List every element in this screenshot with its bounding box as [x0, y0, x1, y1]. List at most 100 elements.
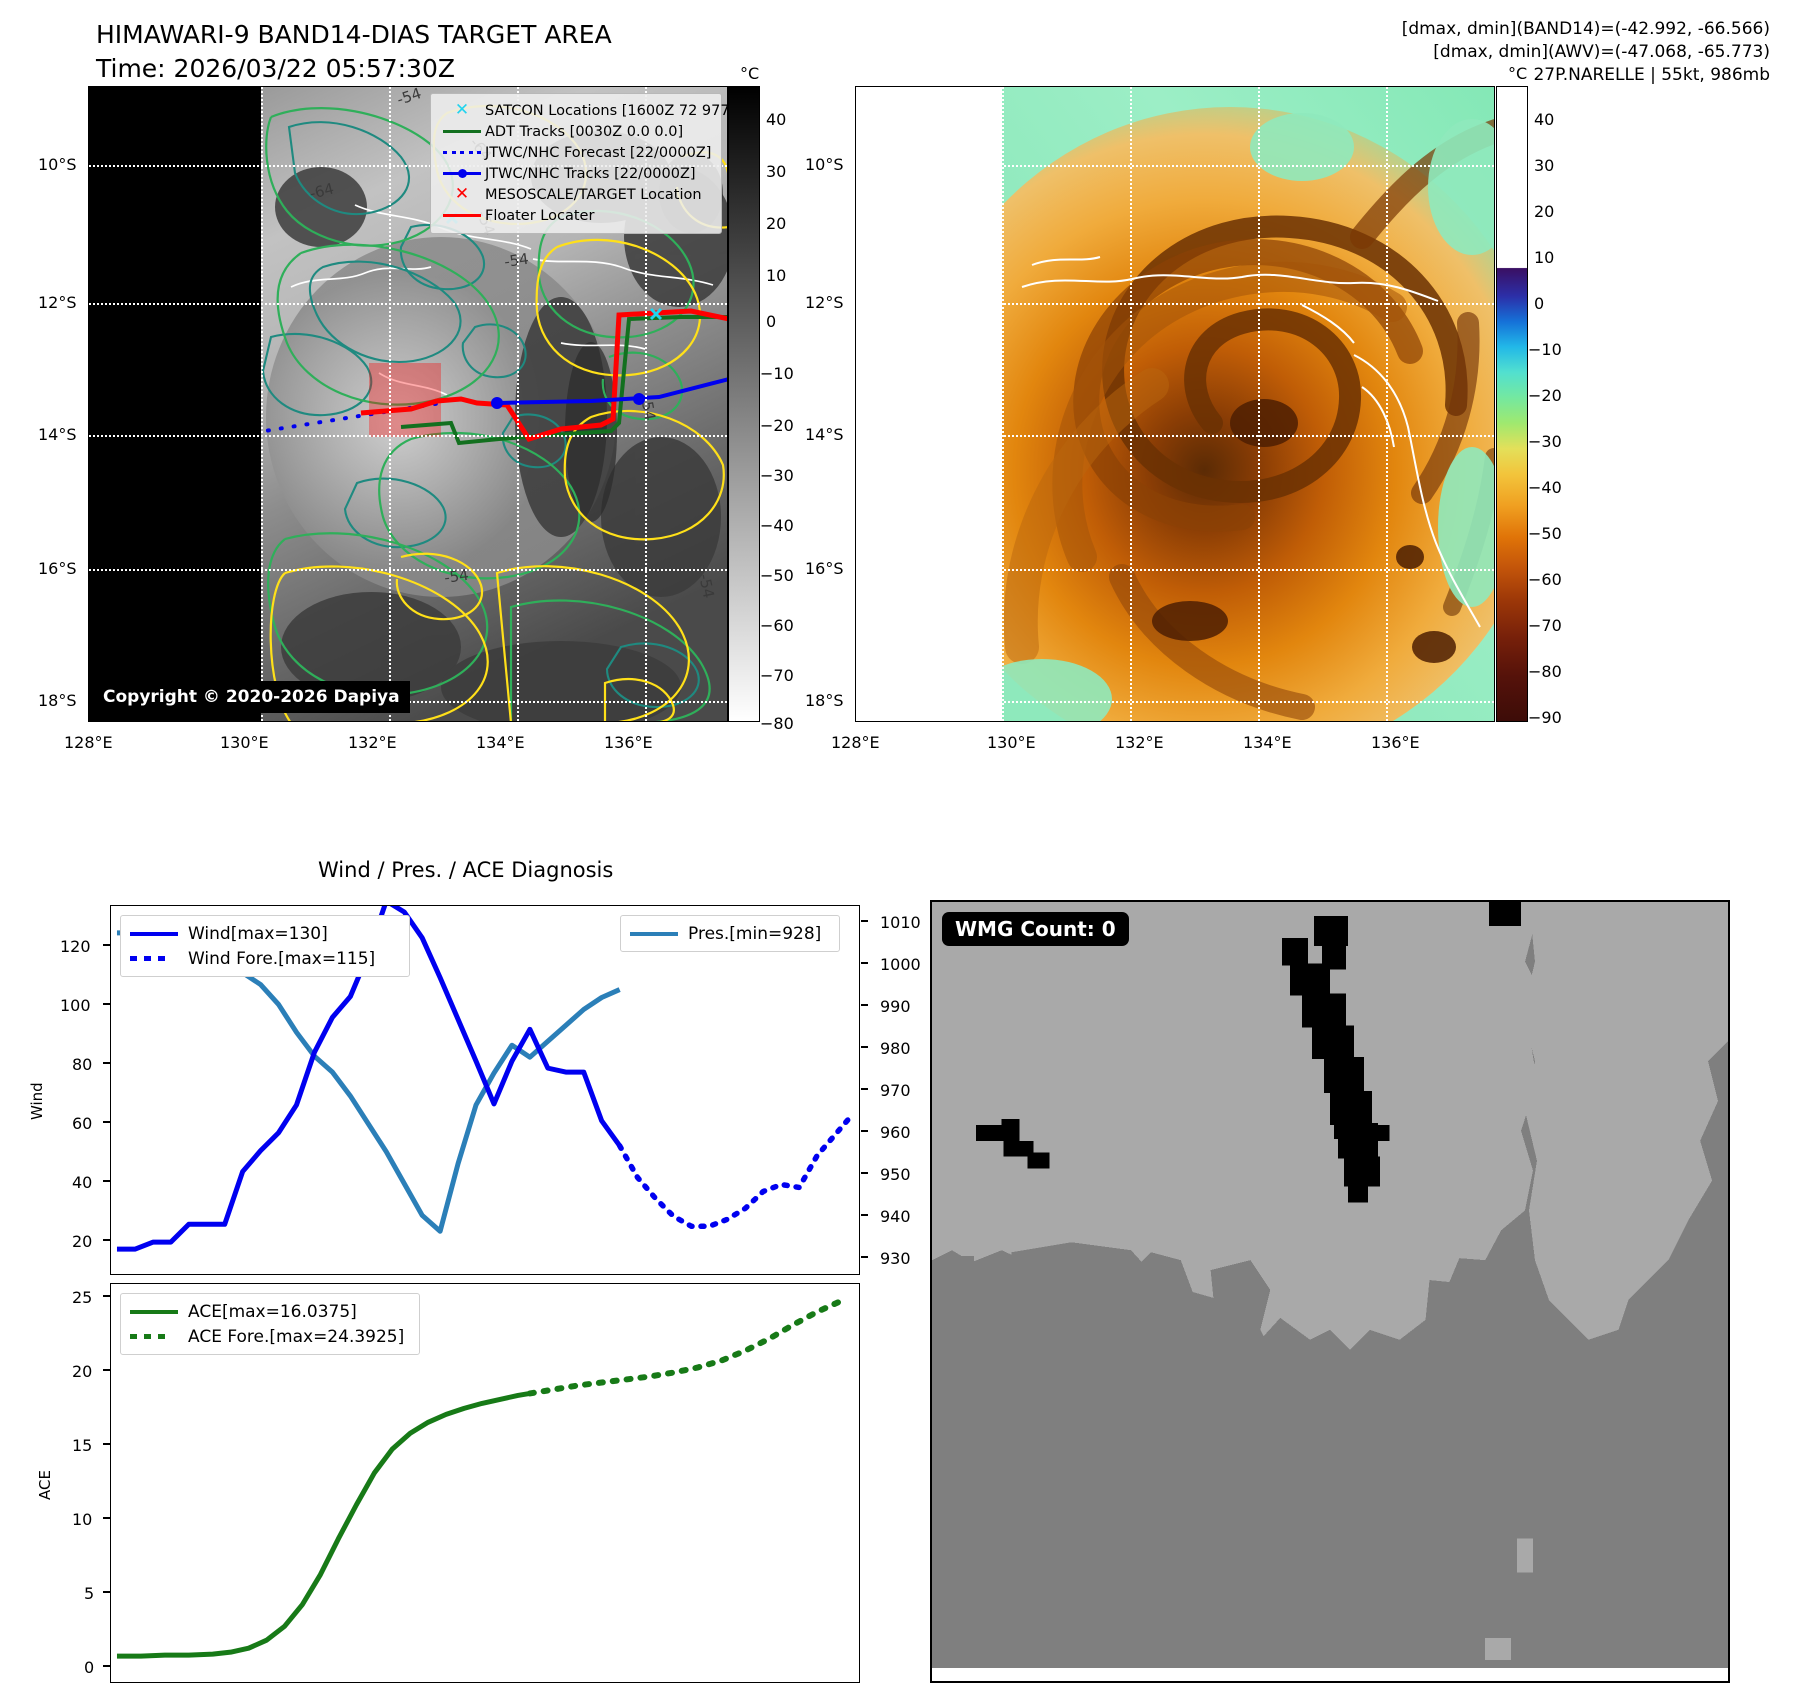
ir-cb-m40: −40 — [760, 516, 794, 535]
ir-gridline-lon-132 — [389, 87, 391, 721]
ir-cb-30: 30 — [766, 162, 787, 181]
svg-text:-54: -54 — [395, 87, 424, 109]
ir-cb-m20: −20 — [760, 416, 794, 435]
wv-cb-m90: −90 — [1528, 708, 1562, 727]
pres-tick-950: 950 — [880, 1165, 911, 1184]
svg-text:-54: -54 — [443, 566, 470, 587]
wv-cb-m30: −30 — [1528, 432, 1562, 451]
ace-legend-item-actual: ACE[max=16.0375] — [130, 1299, 410, 1324]
wv-cb-40: 40 — [1534, 110, 1555, 129]
pres-tick-970: 970 — [880, 1081, 911, 1100]
ir-gridline-lat-16s — [89, 569, 727, 571]
wind-legend-label-forecast: Wind Fore.[max=115] — [188, 948, 376, 969]
legend-item-jtwc-forecast: JTWC/NHC Forecast [22/0000Z] — [439, 142, 713, 163]
ir-cb-20: 20 — [766, 214, 787, 233]
ir-colorbar — [728, 86, 760, 722]
ir-satellite-image[interactable]: -54 -64 -64 -54 -54 -54 -54 -54 — [88, 86, 728, 722]
ir-lat-10s: 10°S — [38, 155, 77, 174]
wv-lon-128e: 128°E — [831, 733, 880, 752]
wv-lon-132e: 132°E — [1115, 733, 1164, 752]
awv-satellite-image[interactable] — [855, 86, 1495, 722]
ir-lat-12s: 12°S — [38, 293, 77, 312]
wv-lon-134e: 134°E — [1243, 733, 1292, 752]
ace-solid-line-icon — [130, 1309, 188, 1314]
legend-item-satcon: ✕ SATCON Locations [1600Z 72 977] — [439, 100, 727, 121]
ir-lon-136e: 136°E — [604, 733, 653, 752]
wv-cb-10: 10 — [1534, 248, 1555, 267]
wind-tick-40: 40 — [72, 1173, 93, 1192]
wv-lat-18s: 18°S — [805, 691, 844, 710]
wv-lon-136e: 136°E — [1371, 733, 1420, 752]
wind-legend-label-actual: Wind[max=130] — [188, 923, 328, 944]
ace-curves — [116, 1298, 843, 1659]
ir-cb-40: 40 — [766, 110, 787, 129]
ir-lon-128e: 128°E — [64, 733, 113, 752]
wv-colorbar-unit: °C — [1508, 64, 1528, 83]
ir-cb-m70: −70 — [760, 666, 794, 685]
ace-axis-label: ACE — [36, 1470, 54, 1500]
ir-colorbar-unit: °C — [740, 64, 760, 83]
legend-item-mesoscale: ✕ MESOSCALE/TARGET Location — [439, 184, 713, 205]
ir-lon-132e: 132°E — [348, 733, 397, 752]
pres-tick-980: 980 — [880, 1039, 911, 1058]
legend-label-satcon: SATCON Locations [1600Z 72 977] — [485, 102, 728, 119]
ir-gridline-lat-10s — [89, 165, 727, 167]
svg-text:-54: -54 — [503, 250, 530, 271]
storm-info-header: [dmax, dmin](BAND14)=(-42.992, -66.566) … — [1402, 18, 1770, 87]
legend-item-floater: Floater Locater — [439, 205, 713, 226]
wv-cb-m60: −60 — [1528, 570, 1562, 589]
ace-dotted-line-icon — [130, 1334, 188, 1339]
wv-gridline-lon-136 — [1386, 87, 1388, 721]
title-time: Time: 2026/03/22 05:57:30Z — [96, 54, 455, 83]
pressure-legend-item: Pres.[min=928] — [630, 921, 830, 946]
ir-gridline-lon-130 — [261, 87, 263, 721]
wind-legend-item-forecast: Wind Fore.[max=115] — [130, 946, 400, 971]
ace-legend-item-forecast: ACE Fore.[max=24.3925] — [130, 1324, 410, 1349]
legend-label-jtwc-tracks: JTWC/NHC Tracks [22/0000Z] — [485, 165, 696, 182]
mesoscale-x-icon: ✕ — [454, 184, 470, 204]
wind-tick-120: 120 — [60, 937, 91, 956]
title-main: HIMAWARI-9 BAND14-DIAS TARGET AREA — [96, 20, 612, 49]
adt-line-icon — [439, 121, 485, 142]
wv-lon-130e: 130°E — [987, 733, 1036, 752]
svg-text:-64: -64 — [308, 179, 336, 202]
diagnosis-chart-title: Wind / Pres. / ACE Diagnosis — [318, 858, 614, 882]
legend-item-adt: ADT Tracks [0030Z 0.0 0.0] — [439, 121, 713, 142]
pres-tick-990: 990 — [880, 997, 911, 1016]
wv-cb-m70: −70 — [1528, 616, 1562, 635]
wv-gridline-lat-12s — [856, 303, 1494, 305]
ace-legend-label-actual: ACE[max=16.0375] — [188, 1301, 357, 1322]
pressure-legend: Pres.[min=928] — [620, 915, 840, 952]
ace-legend-label-forecast: ACE Fore.[max=24.3925] — [188, 1326, 405, 1347]
wmg-panel[interactable]: WMG Count: 0 — [930, 900, 1730, 1683]
svg-text:-54: -54 — [695, 572, 718, 600]
wv-cb-m50: −50 — [1528, 524, 1562, 543]
page-title: HIMAWARI-9 BAND14-DIAS TARGET AREA Time:… — [96, 18, 612, 86]
ir-map-legend: ✕ SATCON Locations [1600Z 72 977] ADT Tr… — [430, 93, 727, 234]
wv-lat-12s: 12°S — [805, 293, 844, 312]
wind-legend: Wind[max=130] Wind Fore.[max=115] — [120, 915, 410, 977]
ir-cb-m30: −30 — [760, 466, 794, 485]
ace-legend: ACE[max=16.0375] ACE Fore.[max=24.3925] — [120, 1293, 420, 1355]
ir-cb-10: 10 — [766, 266, 787, 285]
ace-tick-20: 20 — [72, 1362, 93, 1381]
wv-lat-14s: 14°S — [805, 425, 844, 444]
ace-tick-25: 25 — [72, 1288, 93, 1307]
wv-gridline-lon-132 — [1130, 87, 1132, 721]
wv-lat-10s: 10°S — [805, 155, 844, 174]
copyright-notice: Copyright © 2020-2026 Dapiya — [89, 681, 410, 713]
pressure-solid-line-icon — [630, 931, 688, 936]
ace-tick-15: 15 — [72, 1436, 93, 1455]
awv-swath-graphic — [1002, 87, 1494, 721]
wv-gridline-lon-130 — [1002, 87, 1004, 721]
wv-cb-m40: −40 — [1528, 478, 1562, 497]
wv-lat-16s: 16°S — [805, 559, 844, 578]
ir-gridline-lon-136 — [645, 87, 647, 721]
wv-cb-30: 30 — [1534, 156, 1555, 175]
pres-tick-930: 930 — [880, 1249, 911, 1268]
dmax-band14: [dmax, dmin](BAND14)=(-42.992, -66.566) — [1401, 19, 1770, 39]
ace-tick-10: 10 — [72, 1510, 93, 1529]
ir-gridline-lon-134 — [517, 87, 519, 721]
wv-cb-m10: −10 — [1528, 340, 1562, 359]
wind-tick-20: 20 — [72, 1232, 93, 1251]
